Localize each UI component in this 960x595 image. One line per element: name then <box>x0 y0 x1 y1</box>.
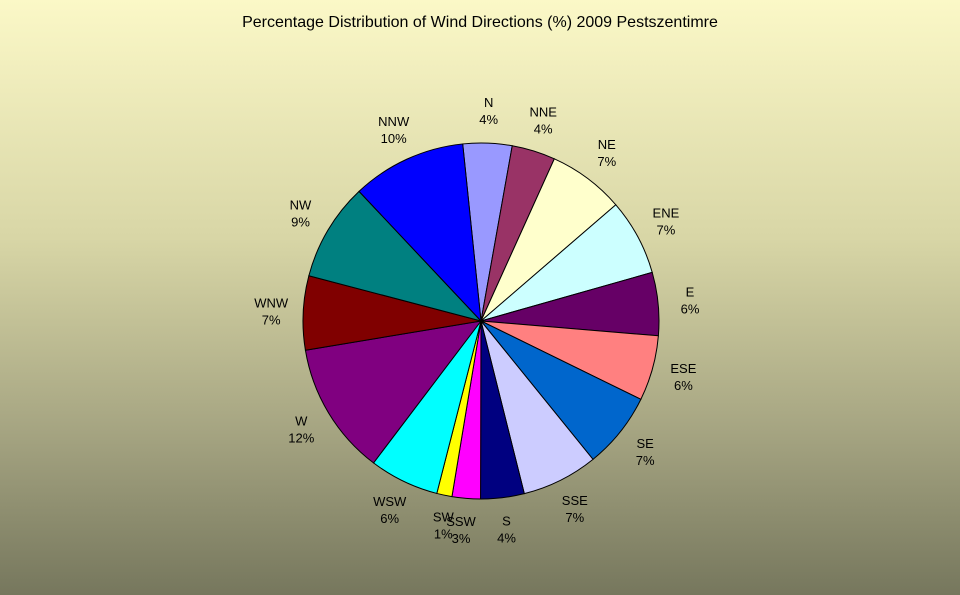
slice-name-label: SSE <box>562 493 588 508</box>
slice-percent-label: 3% <box>452 531 471 546</box>
slice-label-nw: NW 9% <box>290 198 312 230</box>
slice-name-label: W <box>295 414 308 429</box>
slice-label-e: E 6% <box>681 285 700 317</box>
pie-slice-nw <box>308 190 483 322</box>
slice-percent-label: 7% <box>597 154 616 169</box>
slice-label-w: W 12% <box>288 414 314 446</box>
slice-name-label: WNW <box>254 295 289 310</box>
slice-percent-label: 7% <box>262 312 281 327</box>
slice-percent-label: 10% <box>381 131 407 146</box>
slice-label-s: S 4% <box>497 513 516 545</box>
slice-name-label: SE <box>637 436 655 451</box>
slice-label-sse: SSE 7% <box>562 493 588 525</box>
slice-label-nne: NNE 4% <box>529 104 557 136</box>
slice-percent-label: 4% <box>534 121 553 136</box>
slice-percent-label: 9% <box>291 215 310 230</box>
slice-percent-label: 1% <box>434 527 453 542</box>
slice-label-se: SE 7% <box>636 436 655 468</box>
pie-slice-nnw <box>358 143 482 323</box>
slice-name-label: ENE <box>653 205 680 220</box>
slice-name-label: E <box>686 285 695 300</box>
slice-name-label: WSW <box>373 494 407 509</box>
slice-name-label: SSW <box>446 514 476 529</box>
slice-label-wnw: WNW 7% <box>254 295 289 327</box>
slice-label-n: N 4% <box>479 95 498 127</box>
slice-percent-label: 7% <box>636 453 655 468</box>
slice-name-label: NNE <box>529 104 557 119</box>
slice-label-ne: NE 7% <box>597 137 616 169</box>
slice-percent-label: 4% <box>479 112 498 127</box>
slice-name-label: NE <box>598 137 616 152</box>
pie-slice-w <box>304 320 483 464</box>
slice-percent-label: 6% <box>681 302 700 317</box>
slice-name-label: NNW <box>378 114 410 129</box>
slice-percent-label: 6% <box>674 378 693 393</box>
slice-name-label: S <box>502 513 511 528</box>
slice-label-sw: SW 1% <box>433 510 455 542</box>
slice-label-ese: ESE 6% <box>670 361 696 393</box>
slice-label-wsw: WSW 6% <box>373 494 407 526</box>
slice-percent-label: 12% <box>288 431 314 446</box>
slice-name-label: N <box>484 95 493 110</box>
slice-percent-label: 6% <box>380 511 399 526</box>
slice-label-ssw: SSW 3% <box>446 514 476 546</box>
slice-name-label: SW <box>433 510 455 525</box>
slice-percent-label: 7% <box>565 510 584 525</box>
slice-label-ene: ENE 7% <box>653 205 680 237</box>
slice-name-label: ESE <box>670 361 696 376</box>
slice-percent-label: 4% <box>497 530 516 545</box>
slice-name-label: NW <box>290 198 312 213</box>
chart-title: Percentage Distribution of Wind Directio… <box>242 14 718 31</box>
slice-percent-label: 7% <box>657 222 676 237</box>
slice-label-nnw: NNW 10% <box>378 114 410 146</box>
